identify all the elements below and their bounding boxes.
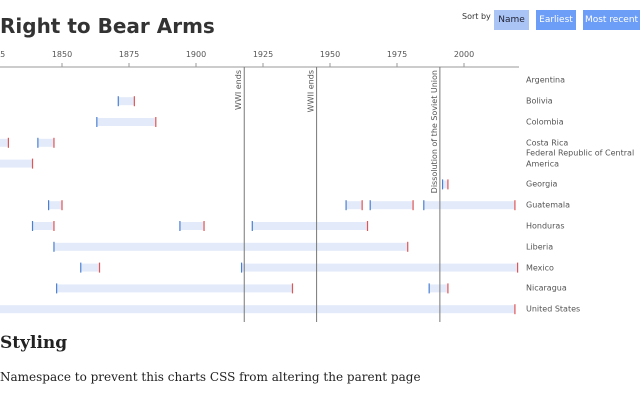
interval-bar [179, 222, 205, 230]
x-tick-label: 1875 [119, 50, 139, 59]
interval-bar [0, 305, 515, 314]
row-label: Nicaragua [526, 283, 567, 293]
x-tick-label: 1950 [320, 50, 340, 59]
row-label: Georgia [526, 179, 558, 189]
row-label: United States [526, 304, 581, 314]
row-label: Liberia [526, 242, 554, 252]
row-label: Argentina [526, 75, 566, 85]
interval-bar [118, 97, 135, 106]
interval-bar [442, 180, 448, 189]
annotation-label: Dissolution of the Soviet Union [430, 70, 439, 193]
sort-button[interactable]: Most recent [583, 10, 640, 30]
interval-bar [346, 201, 363, 210]
sort-button[interactable]: Name [494, 10, 529, 30]
row-label: Costa Rica [526, 138, 569, 148]
sort-label: Sort by [462, 12, 491, 21]
sort-button[interactable]: Earliest [536, 10, 576, 30]
plot-area: WWI ends WWII ends Dissolution of the Sovi… [0, 63, 519, 322]
interval-bar [252, 222, 368, 230]
row-label: Colombia [526, 117, 564, 127]
row-label: Bolivia [526, 96, 553, 106]
row-label: Mexico [526, 263, 554, 273]
x-tick-label: 1900 [186, 50, 206, 59]
row-label: Guatemala [526, 200, 571, 210]
interval-bar [0, 138, 9, 147]
chart-title: Right to Bear Arms [0, 14, 215, 38]
interval-bar [56, 284, 293, 293]
interval-bar [80, 263, 100, 272]
x-tick-label: 1825 [0, 50, 5, 59]
chart: WWI ends WWII ends Dissolution of the Sovi… [0, 50, 519, 322]
interval-bar [53, 242, 408, 251]
interval-bar [0, 159, 33, 168]
annotation-label: WWI ends [234, 70, 243, 110]
row-label: Honduras [526, 221, 565, 231]
interval-bar [429, 284, 448, 293]
x-tick-label: 1850 [52, 50, 72, 59]
interval-bar [370, 201, 414, 210]
annotation-label: WWII ends [307, 70, 316, 112]
x-tick-label: 2000 [454, 50, 474, 59]
x-tick-label: 1975 [387, 50, 407, 59]
row-label: Federal Republic of Central America [526, 148, 635, 169]
interval-bar [423, 201, 515, 210]
interval-bar [241, 263, 518, 272]
x-tick-label: 1925 [253, 50, 273, 59]
interval-bar [32, 222, 54, 230]
interval-bar [96, 118, 156, 126]
section-text: Namespace to prevent this charts CSS fro… [0, 370, 421, 384]
interval-bar [37, 138, 54, 147]
interval-bar [48, 201, 62, 210]
section-heading: Styling [0, 333, 68, 353]
